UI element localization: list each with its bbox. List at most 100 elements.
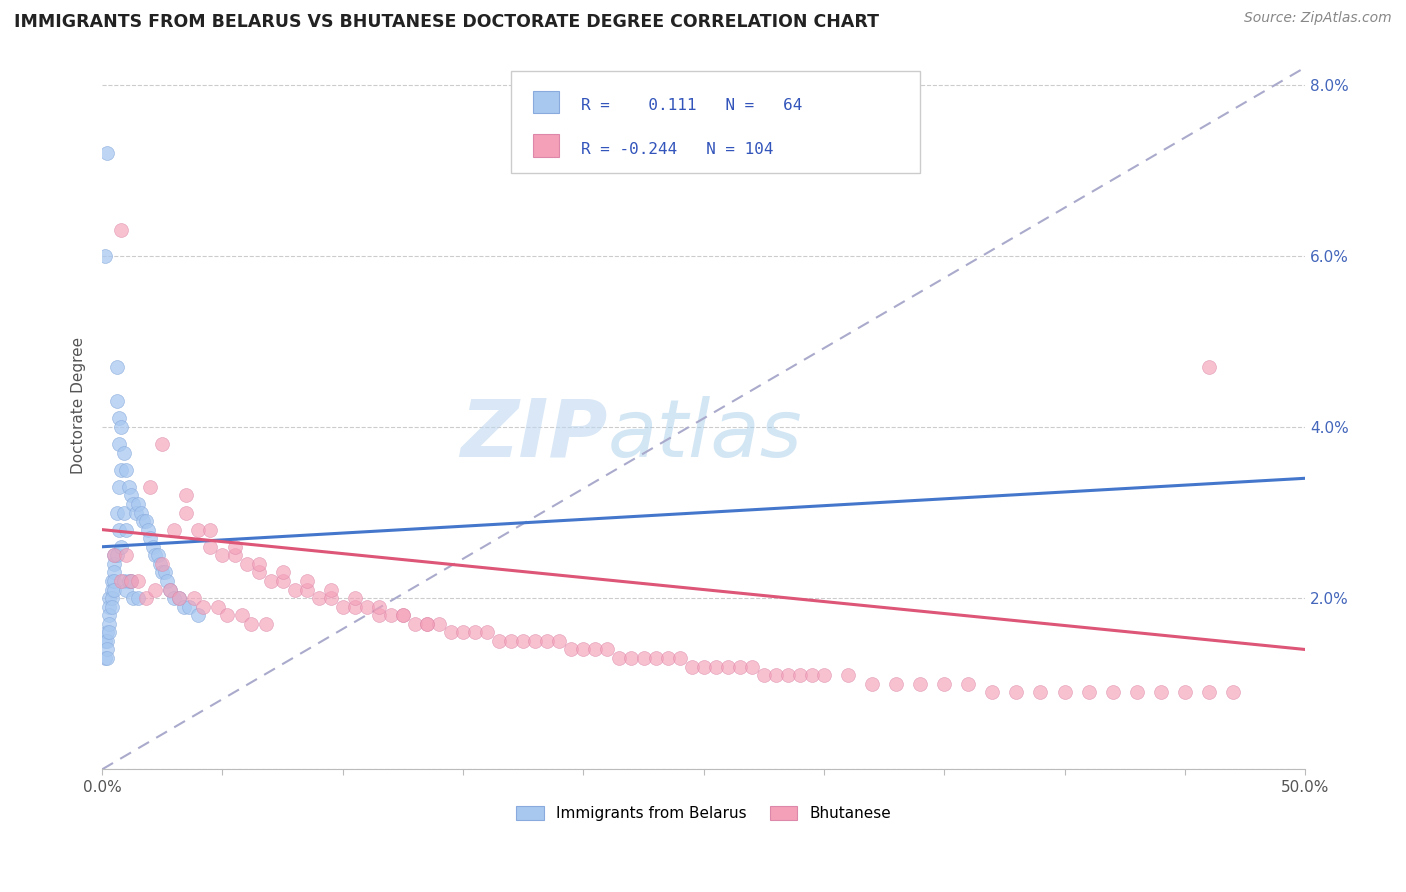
Point bbox=[96, 625, 118, 640]
Point bbox=[103, 549, 125, 563]
Point bbox=[957, 676, 980, 690]
Point bbox=[108, 523, 131, 537]
Point bbox=[176, 506, 198, 520]
Point bbox=[776, 668, 799, 682]
Point bbox=[440, 625, 463, 640]
Point bbox=[110, 540, 132, 554]
Point bbox=[176, 488, 198, 502]
Point bbox=[512, 634, 534, 648]
Point bbox=[177, 599, 200, 614]
Point bbox=[934, 676, 956, 690]
Point bbox=[343, 599, 366, 614]
Point bbox=[536, 634, 558, 648]
Point bbox=[609, 651, 631, 665]
Point bbox=[657, 651, 679, 665]
Point bbox=[217, 608, 239, 623]
Point bbox=[103, 566, 125, 580]
Point bbox=[146, 549, 169, 563]
Point bbox=[332, 599, 354, 614]
Point bbox=[105, 549, 128, 563]
Point bbox=[200, 540, 222, 554]
Point bbox=[596, 642, 619, 657]
Point bbox=[284, 582, 307, 597]
Point bbox=[741, 659, 763, 673]
Point bbox=[120, 574, 142, 588]
Point bbox=[105, 506, 128, 520]
Point bbox=[115, 523, 138, 537]
Point bbox=[108, 437, 131, 451]
Point bbox=[98, 591, 121, 606]
Point bbox=[98, 616, 121, 631]
Point bbox=[488, 634, 510, 648]
Point bbox=[884, 676, 907, 690]
Y-axis label: Doctorate Degree: Doctorate Degree bbox=[72, 337, 86, 474]
Point bbox=[356, 599, 378, 614]
Point bbox=[134, 514, 156, 528]
Point bbox=[112, 574, 135, 588]
Point bbox=[127, 574, 149, 588]
Point bbox=[752, 668, 775, 682]
Point bbox=[813, 668, 835, 682]
Point bbox=[167, 591, 190, 606]
Point bbox=[380, 608, 402, 623]
Point bbox=[98, 625, 121, 640]
Point bbox=[110, 463, 132, 477]
Point bbox=[224, 540, 246, 554]
Point bbox=[308, 591, 330, 606]
Point bbox=[908, 676, 931, 690]
Point bbox=[96, 634, 118, 648]
Point bbox=[129, 506, 152, 520]
Point bbox=[240, 616, 263, 631]
Point bbox=[235, 557, 257, 571]
Point bbox=[150, 437, 173, 451]
Point bbox=[103, 557, 125, 571]
Point bbox=[136, 523, 159, 537]
Point bbox=[560, 642, 582, 657]
Point bbox=[167, 591, 190, 606]
Point bbox=[1174, 685, 1197, 699]
Point bbox=[524, 634, 547, 648]
Point bbox=[247, 566, 270, 580]
Point bbox=[98, 608, 121, 623]
Point bbox=[159, 582, 181, 597]
Point bbox=[231, 608, 253, 623]
Point bbox=[132, 514, 155, 528]
Text: Source: ZipAtlas.com: Source: ZipAtlas.com bbox=[1244, 11, 1392, 25]
Point bbox=[416, 616, 439, 631]
Point bbox=[728, 659, 751, 673]
Point bbox=[120, 574, 142, 588]
Point bbox=[451, 625, 474, 640]
Point bbox=[159, 582, 181, 597]
Point bbox=[103, 549, 125, 563]
Point bbox=[103, 582, 125, 597]
Point bbox=[163, 523, 186, 537]
Point bbox=[207, 599, 229, 614]
Point bbox=[392, 608, 415, 623]
Point bbox=[668, 651, 690, 665]
Point bbox=[644, 651, 666, 665]
Point bbox=[319, 582, 342, 597]
Point bbox=[1198, 359, 1220, 374]
Point bbox=[717, 659, 740, 673]
Point bbox=[343, 591, 366, 606]
Point bbox=[122, 591, 145, 606]
Point bbox=[143, 549, 166, 563]
Point bbox=[704, 659, 727, 673]
Point bbox=[139, 480, 162, 494]
Point bbox=[118, 480, 141, 494]
Point bbox=[98, 599, 121, 614]
Point bbox=[295, 574, 318, 588]
Point bbox=[367, 608, 389, 623]
Point bbox=[96, 651, 118, 665]
Point bbox=[837, 668, 859, 682]
Point bbox=[367, 599, 389, 614]
Point bbox=[1222, 685, 1244, 699]
Point bbox=[187, 523, 209, 537]
Point bbox=[548, 634, 571, 648]
Point bbox=[501, 634, 523, 648]
Point bbox=[108, 411, 131, 425]
Point bbox=[247, 557, 270, 571]
Point bbox=[122, 497, 145, 511]
Point bbox=[150, 566, 173, 580]
Point bbox=[1125, 685, 1147, 699]
